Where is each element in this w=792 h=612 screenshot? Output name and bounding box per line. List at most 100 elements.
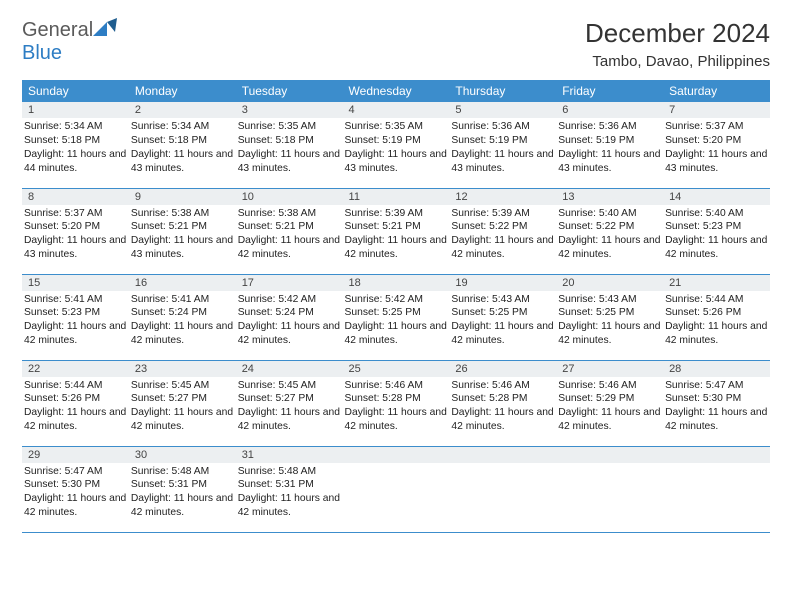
day-number: 22	[22, 361, 129, 377]
calendar-day-cell: 17 Sunrise: 5:42 AMSunset: 5:24 PMDayligh…	[236, 274, 343, 360]
day-number: 21	[663, 275, 770, 291]
day-number: 10	[236, 189, 343, 205]
day-number: 12	[449, 189, 556, 205]
calendar-day-cell: 5Sunrise: 5:36 AMSunset: 5:19 PMDaylight…	[449, 102, 556, 188]
calendar-day-cell: 22Sunrise: 5:44 AMSunset: 5:26 PMDayligh…	[22, 360, 129, 446]
calendar-day-cell: 31 Sunrise: 5:48 AMSunset: 5:31 PMDayligh…	[236, 446, 343, 532]
day-number: 8	[22, 189, 129, 205]
day-info: Sunrise: 5:38 AMSunset: 5:21 PMDaylight:…	[129, 207, 236, 263]
calendar-day-cell: 21 Sunrise: 5:44 AMSunset: 5:26 PMDayligh…	[663, 274, 770, 360]
day-number: 24	[236, 361, 343, 377]
day-info: Sunrise: 5:45 AMSunset: 5:27 PMDaylight:…	[236, 379, 343, 435]
day-number: 17	[236, 275, 343, 291]
brand-mark-icon	[93, 18, 117, 36]
day-header: Sunday	[22, 80, 129, 102]
day-info: Sunrise: 5:46 AMSunset: 5:29 PMDaylight:…	[556, 379, 663, 435]
day-number: 2	[129, 102, 236, 118]
day-info: Sunrise: 5:35 AMSunset: 5:19 PMDaylight:…	[343, 120, 450, 176]
day-header: Thursday	[449, 80, 556, 102]
day-number: 26	[449, 361, 556, 377]
calendar-week-row: 15 Sunrise: 5:41 AMSunset: 5:23 PMDayligh…	[22, 274, 770, 360]
calendar-day-cell: 1 Sunrise: 5:34 AMSunset: 5:18 PMDaylight…	[22, 102, 129, 188]
day-number: 14	[663, 189, 770, 205]
calendar-week-row: 8Sunrise: 5:37 AMSunset: 5:20 PMDaylight…	[22, 188, 770, 274]
day-info: Sunrise: 5:34 AMSunset: 5:18 PMDaylight:…	[22, 120, 129, 176]
day-number: 19	[449, 275, 556, 291]
day-number: 30	[129, 447, 236, 463]
day-info: Sunrise: 5:47 AMSunset: 5:30 PMDaylight:…	[663, 379, 770, 435]
day-header: Wednesday	[343, 80, 450, 102]
day-number: 23	[129, 361, 236, 377]
calendar-day-cell: 28 Sunrise: 5:47 AMSunset: 5:30 PMDayligh…	[663, 360, 770, 446]
calendar-day-cell: 26 Sunrise: 5:46 AMSunset: 5:28 PMDayligh…	[449, 360, 556, 446]
day-number: 27	[556, 361, 663, 377]
day-number: 18	[343, 275, 450, 291]
calendar-day-cell: 27 Sunrise: 5:46 AMSunset: 5:29 PMDayligh…	[556, 360, 663, 446]
calendar-empty-cell	[343, 446, 450, 532]
brand-word-2: Blue	[22, 42, 62, 64]
calendar-table: SundayMondayTuesdayWednesdayThursdayFrid…	[22, 80, 770, 533]
day-header: Saturday	[663, 80, 770, 102]
calendar-day-cell: 25Sunrise: 5:46 AMSunset: 5:28 PMDayligh…	[343, 360, 450, 446]
calendar-day-cell: 18 Sunrise: 5:42 AMSunset: 5:25 PMDayligh…	[343, 274, 450, 360]
calendar-day-cell: 2 Sunrise: 5:34 AMSunset: 5:18 PMDaylight…	[129, 102, 236, 188]
day-info: Sunrise: 5:42 AMSunset: 5:24 PMDaylight:…	[236, 293, 343, 349]
title-block: December 2024 Tambo, Davao, Philippines	[585, 18, 770, 70]
day-info: Sunrise: 5:44 AMSunset: 5:26 PMDaylight:…	[663, 293, 770, 349]
calendar-empty-cell	[663, 446, 770, 532]
day-info: Sunrise: 5:48 AMSunset: 5:31 PMDaylight:…	[236, 465, 343, 521]
day-number: 3	[236, 102, 343, 118]
day-number: 4	[343, 102, 450, 118]
calendar-day-cell: 29 Sunrise: 5:47 AMSunset: 5:30 PMDayligh…	[22, 446, 129, 532]
day-info: Sunrise: 5:36 AMSunset: 5:19 PMDaylight:…	[449, 120, 556, 176]
calendar-day-cell: 6Sunrise: 5:36 AMSunset: 5:19 PMDaylight…	[556, 102, 663, 188]
brand-text: General Blue	[22, 18, 117, 65]
day-info: Sunrise: 5:39 AMSunset: 5:21 PMDaylight:…	[343, 207, 450, 263]
day-info: Sunrise: 5:40 AMSunset: 5:23 PMDaylight:…	[663, 207, 770, 263]
brand-word-1: General	[22, 19, 93, 41]
day-info: Sunrise: 5:38 AMSunset: 5:21 PMDaylight:…	[236, 207, 343, 263]
calendar-week-row: 1Sunrise: 5:34 AMSunset: 5:18 PMDaylight…	[22, 102, 770, 188]
calendar-day-cell: 10 Sunrise: 5:38 AMSunset: 5:21 PMDayligh…	[236, 188, 343, 274]
calendar-day-cell: 11 Sunrise: 5:39 AMSunset: 5:21 PMDayligh…	[343, 188, 450, 274]
day-info: Sunrise: 5:48 AMSunset: 5:31 PMDaylight:…	[129, 465, 236, 521]
day-number: 28	[663, 361, 770, 377]
day-info: Sunrise: 5:46 AMSunset: 5:28 PMDaylight:…	[449, 379, 556, 435]
day-header: Monday	[129, 80, 236, 102]
day-number: 13	[556, 189, 663, 205]
day-info: Sunrise: 5:41 AMSunset: 5:24 PMDaylight:…	[129, 293, 236, 349]
calendar-day-cell: 7Sunrise: 5:37 AMSunset: 5:20 PMDaylight…	[663, 102, 770, 188]
day-number: 6	[556, 102, 663, 118]
calendar-day-cell: 12Sunrise: 5:39 AMSunset: 5:22 PMDayligh…	[449, 188, 556, 274]
calendar-day-cell: 19 Sunrise: 5:43 AMSunset: 5:25 PMDayligh…	[449, 274, 556, 360]
calendar-day-cell: 9Sunrise: 5:38 AMSunset: 5:21 PMDaylight…	[129, 188, 236, 274]
day-number: 20	[556, 275, 663, 291]
day-info: Sunrise: 5:34 AMSunset: 5:18 PMDaylight:…	[129, 120, 236, 176]
day-header: Friday	[556, 80, 663, 102]
day-info: Sunrise: 5:40 AMSunset: 5:22 PMDaylight:…	[556, 207, 663, 263]
calendar-day-cell: 14 Sunrise: 5:40 AMSunset: 5:23 PMDayligh…	[663, 188, 770, 274]
day-number: 29	[22, 447, 129, 463]
calendar-day-cell: 23 Sunrise: 5:45 AMSunset: 5:27 PMDayligh…	[129, 360, 236, 446]
day-info: Sunrise: 5:35 AMSunset: 5:18 PMDaylight:…	[236, 120, 343, 176]
calendar-day-cell: 24 Sunrise: 5:45 AMSunset: 5:27 PMDayligh…	[236, 360, 343, 446]
day-number: 16	[129, 275, 236, 291]
day-info: Sunrise: 5:41 AMSunset: 5:23 PMDaylight:…	[22, 293, 129, 349]
month-title: December 2024	[585, 18, 770, 49]
calendar-week-row: 22Sunrise: 5:44 AMSunset: 5:26 PMDayligh…	[22, 360, 770, 446]
day-info: Sunrise: 5:47 AMSunset: 5:30 PMDaylight:…	[22, 465, 129, 521]
day-info: Sunrise: 5:45 AMSunset: 5:27 PMDaylight:…	[129, 379, 236, 435]
day-number: 15	[22, 275, 129, 291]
calendar-empty-cell	[449, 446, 556, 532]
day-number: 11	[343, 189, 450, 205]
day-info: Sunrise: 5:42 AMSunset: 5:25 PMDaylight:…	[343, 293, 450, 349]
calendar-day-cell: 30 Sunrise: 5:48 AMSunset: 5:31 PMDayligh…	[129, 446, 236, 532]
calendar-day-cell: 13 Sunrise: 5:40 AMSunset: 5:22 PMDayligh…	[556, 188, 663, 274]
day-number: 1	[22, 102, 129, 118]
calendar-day-cell: 20Sunrise: 5:43 AMSunset: 5:25 PMDayligh…	[556, 274, 663, 360]
day-info: Sunrise: 5:46 AMSunset: 5:28 PMDaylight:…	[343, 379, 450, 435]
day-info: Sunrise: 5:43 AMSunset: 5:25 PMDaylight:…	[449, 293, 556, 349]
day-number: 31	[236, 447, 343, 463]
calendar-day-cell: 16 Sunrise: 5:41 AMSunset: 5:24 PMDayligh…	[129, 274, 236, 360]
day-info: Sunrise: 5:37 AMSunset: 5:20 PMDaylight:…	[663, 120, 770, 176]
